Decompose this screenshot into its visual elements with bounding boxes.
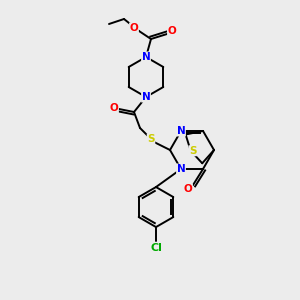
Text: O: O: [110, 103, 118, 113]
Text: O: O: [184, 184, 192, 194]
Text: N: N: [142, 92, 150, 102]
Text: Cl: Cl: [150, 243, 162, 253]
Text: O: O: [168, 26, 176, 36]
Text: O: O: [130, 23, 138, 33]
Text: S: S: [147, 134, 155, 144]
Text: N: N: [142, 52, 150, 62]
Text: N: N: [177, 126, 185, 136]
Text: S: S: [189, 146, 196, 156]
Text: N: N: [177, 164, 185, 174]
